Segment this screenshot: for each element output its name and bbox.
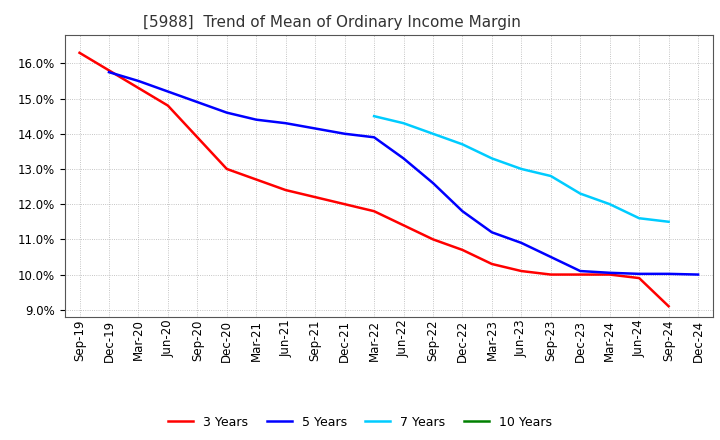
5 Years	[546, 254, 555, 260]
7 Years	[665, 219, 673, 224]
5 Years	[458, 209, 467, 214]
5 Years	[635, 271, 644, 276]
5 Years	[576, 268, 585, 274]
3 Years	[370, 209, 379, 214]
3 Years	[546, 272, 555, 277]
5 Years	[104, 70, 113, 75]
5 Years	[606, 270, 614, 275]
5 Years	[694, 272, 703, 277]
5 Years	[665, 271, 673, 276]
3 Years	[252, 177, 261, 182]
7 Years	[546, 173, 555, 179]
3 Years	[222, 166, 231, 172]
5 Years	[311, 126, 320, 131]
5 Years	[193, 99, 202, 105]
7 Years	[487, 156, 496, 161]
7 Years	[576, 191, 585, 196]
7 Years	[606, 202, 614, 207]
5 Years	[163, 89, 172, 94]
5 Years	[370, 135, 379, 140]
5 Years	[341, 131, 349, 136]
5 Years	[487, 230, 496, 235]
3 Years	[193, 135, 202, 140]
3 Years	[665, 304, 673, 309]
7 Years	[428, 131, 437, 136]
3 Years	[104, 68, 113, 73]
7 Years	[517, 166, 526, 172]
Line: 5 Years: 5 Years	[109, 72, 698, 275]
Legend: 3 Years, 5 Years, 7 Years, 10 Years: 3 Years, 5 Years, 7 Years, 10 Years	[163, 411, 557, 434]
Line: 3 Years: 3 Years	[79, 53, 669, 306]
3 Years	[606, 272, 614, 277]
3 Years	[282, 187, 290, 193]
5 Years	[222, 110, 231, 115]
3 Years	[399, 223, 408, 228]
5 Years	[517, 240, 526, 246]
3 Years	[576, 272, 585, 277]
3 Years	[75, 50, 84, 55]
3 Years	[487, 261, 496, 267]
5 Years	[282, 121, 290, 126]
3 Years	[458, 247, 467, 253]
3 Years	[163, 103, 172, 108]
5 Years	[252, 117, 261, 122]
3 Years	[517, 268, 526, 274]
7 Years	[399, 121, 408, 126]
3 Years	[134, 85, 143, 91]
3 Years	[635, 275, 644, 281]
Text: [5988]  Trend of Mean of Ordinary Income Margin: [5988] Trend of Mean of Ordinary Income …	[143, 15, 521, 30]
5 Years	[399, 156, 408, 161]
3 Years	[428, 237, 437, 242]
7 Years	[370, 114, 379, 119]
7 Years	[635, 216, 644, 221]
Line: 7 Years: 7 Years	[374, 116, 669, 222]
3 Years	[311, 194, 320, 200]
3 Years	[341, 202, 349, 207]
7 Years	[458, 142, 467, 147]
5 Years	[134, 78, 143, 84]
5 Years	[428, 180, 437, 186]
